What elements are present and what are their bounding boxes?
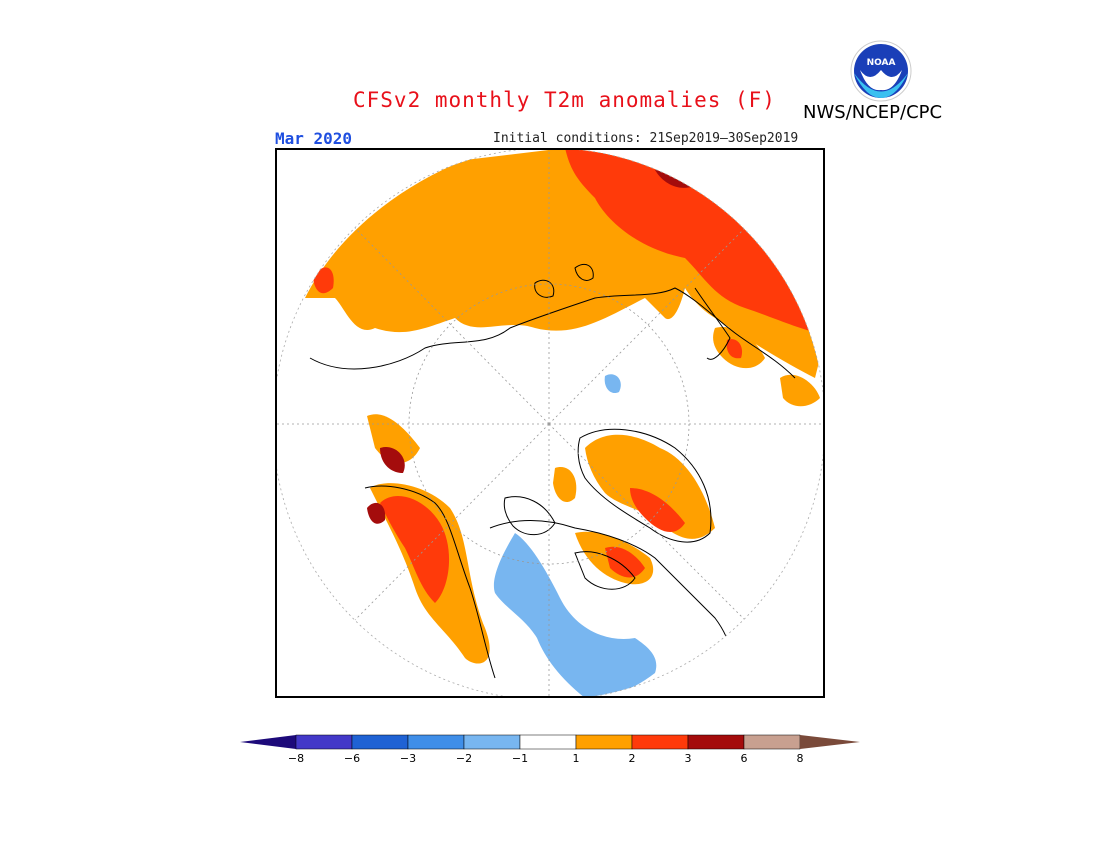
- anomaly-warm-baffin: [553, 467, 577, 503]
- coastline-baffin: [503, 496, 556, 536]
- anomaly-warm2-hudson: [605, 546, 645, 578]
- colorbar-swatch-9: [743, 734, 801, 750]
- colorbar-label: 3: [684, 752, 692, 765]
- anomaly-warm-greenland: [585, 434, 715, 539]
- colorbar-label: −8: [287, 752, 305, 765]
- anomaly-warm3-alaska: [367, 502, 386, 524]
- anomaly-cool-canada: [493, 533, 657, 698]
- anomaly-warm2-greenland: [630, 488, 685, 533]
- initial-conditions: Initial conditions: 21Sep2019–30Sep2019: [493, 131, 799, 146]
- agency-label: NWS/NCEP/CPC: [803, 102, 943, 123]
- coastline-islands-1: [574, 263, 594, 281]
- anomaly-warm2-alaska: [380, 495, 450, 603]
- forecast-month: Mar 2020: [275, 129, 353, 148]
- colorbar-swatch-1: [295, 734, 353, 750]
- colorbar-swatch-5: [519, 734, 577, 750]
- colorbar-arrow-left: [240, 735, 296, 749]
- anomaly-warm-europe: [780, 374, 820, 407]
- colorbar-label: 6: [740, 752, 748, 765]
- anomaly-warm3-bering: [380, 447, 405, 473]
- anomaly-cool-small: [604, 374, 621, 394]
- coastline-eurasia: [309, 287, 796, 379]
- coastline-scandinavia: [694, 287, 731, 360]
- colorbar-swatch-3: [407, 734, 465, 750]
- colorbar-label: −6: [343, 752, 361, 765]
- logo-text: NOAA: [867, 58, 896, 68]
- coastline-canada: [489, 520, 733, 679]
- colorbar-arrow-right: [800, 735, 860, 749]
- coastline-greenland: [577, 428, 712, 543]
- colorbar-label: −2: [455, 752, 473, 765]
- colorbar-swatch-6: [575, 734, 633, 750]
- anomaly-warm2-scand: [726, 339, 743, 359]
- colorbar-label: 8: [796, 752, 804, 765]
- colorbar-swatch-7: [631, 734, 689, 750]
- colorbar-label: 1: [572, 752, 580, 765]
- colorbar-swatch-8: [687, 734, 745, 750]
- colorbar: [240, 734, 860, 750]
- colorbar-label: 2: [628, 752, 636, 765]
- anomaly-warm2-west: [313, 267, 334, 294]
- coastline-islands-2: [534, 279, 555, 298]
- colorbar-swatch-4: [463, 734, 521, 750]
- colorbar-label: −3: [399, 752, 417, 765]
- noaa-logo-icon: NOAA: [850, 40, 912, 102]
- polar-map: [275, 148, 825, 698]
- meridian-line-5: [354, 227, 550, 425]
- meridian-line-7: [354, 423, 550, 621]
- coastline-hudson: [574, 551, 636, 590]
- chart-title: CFSv2 monthly T2m anomalies (F): [353, 88, 776, 112]
- map-border: [275, 148, 825, 698]
- colorbar-label: −1: [511, 752, 529, 765]
- meridian-line-6: [548, 227, 746, 425]
- coastline-alaska: [364, 485, 496, 679]
- meridian-line-8: [548, 423, 746, 621]
- colorbar-swatch-2: [351, 734, 409, 750]
